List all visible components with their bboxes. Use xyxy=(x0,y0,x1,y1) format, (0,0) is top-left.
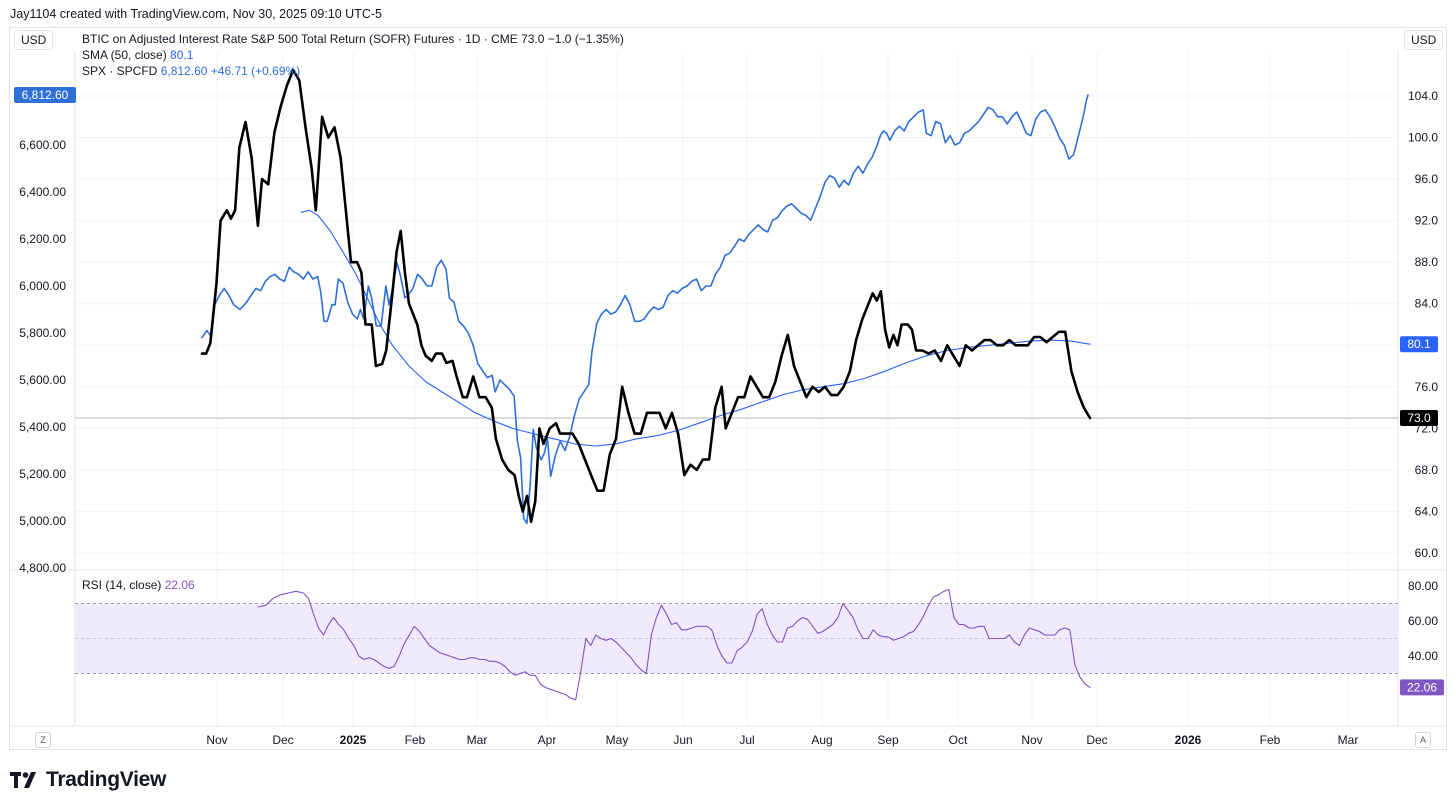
rsi-line xyxy=(257,588,1091,701)
series-lines xyxy=(75,68,1398,701)
left-axis-tick-label: 5,000.00 xyxy=(19,514,66,528)
rsi-axis-tick-label: 80.00 xyxy=(1408,579,1438,593)
attribution: Jay1104 created with TradingView.com, No… xyxy=(10,7,382,21)
btic-line xyxy=(200,68,1092,524)
left-axis-tick-label: 5,200.00 xyxy=(19,467,66,481)
rsi-band xyxy=(75,603,1398,674)
spx-last-badge xyxy=(14,87,76,104)
right-axis-tick-label: 68.0 xyxy=(1415,463,1439,477)
rsi-axis-tick-label: 60.00 xyxy=(1408,614,1438,628)
currency-left[interactable]: USD xyxy=(14,30,54,50)
sma-line xyxy=(300,209,1091,447)
right-axis-tick-label: 96.0 xyxy=(1415,172,1439,186)
left-axis-tick-label: 5,800.00 xyxy=(19,326,66,340)
tradingview-logo[interactable]: TradingView xyxy=(10,768,166,792)
chart-frame xyxy=(9,27,1447,750)
legend-main-last: 73.0 xyxy=(521,32,545,46)
left-axis-tick-label: 6,200.00 xyxy=(19,232,66,246)
x-tick-label: 2025 xyxy=(340,733,367,747)
left-axis-tick-label: 6,600.00 xyxy=(19,138,66,152)
legend-spx-value: 6,812.60 xyxy=(160,64,208,78)
sma-last-badge-label: 80.1 xyxy=(1407,337,1431,351)
currency-right[interactable]: USD xyxy=(1404,30,1444,50)
auto-scale-button[interactable]: A xyxy=(1415,732,1431,748)
x-tick-label: Oct xyxy=(949,733,968,747)
left-axis-tick-label: 6,400.00 xyxy=(19,185,66,199)
legend-spx-label: SPX · SPCFD xyxy=(82,64,158,78)
x-tick-label: Apr xyxy=(538,733,557,747)
left-axis-tick-label: 4,800.00 xyxy=(19,561,66,575)
left-axis-tick-label: 5,400.00 xyxy=(19,420,66,434)
axes: Nov Dec 2025 Feb Mar Apr May Jun Jul Aug Sep Oct Nov… xyxy=(14,87,1444,747)
x-tick-label: Jul xyxy=(739,733,754,747)
right-axis-tick-label: 76.0 xyxy=(1415,380,1439,394)
tradingview-logo-icon xyxy=(10,772,36,788)
x-tick-label: Dec xyxy=(272,733,293,747)
x-tick-label: Mar xyxy=(467,733,488,747)
x-tick-label: May xyxy=(606,733,629,747)
legend-main-title: BTIC on Adjusted Interest Rate S&P 500 T… xyxy=(82,32,518,46)
x-tick-label: Nov xyxy=(206,733,227,747)
btic-last-badge-label: 73.0 xyxy=(1407,411,1431,425)
right-axis-tick-label: 104.0 xyxy=(1408,89,1438,103)
right-axis-tick-label: 60.0 xyxy=(1415,546,1439,560)
left-axis-tick-label: 5,600.00 xyxy=(19,373,66,387)
btic-last-badge xyxy=(1400,409,1438,426)
legend-sma-value: 80.1 xyxy=(170,48,194,62)
legend-sma[interactable]: SMA (50, close) 80.1 xyxy=(82,48,193,62)
x-tick-label: Feb xyxy=(405,733,426,747)
right-axis-tick-label: 84.0 xyxy=(1415,297,1439,311)
zoom-toggle-button[interactable]: Z xyxy=(35,732,51,748)
legend-main-change: −1.0 (−1.35%) xyxy=(547,32,624,46)
right-axis-tick-label: 88.0 xyxy=(1415,255,1439,269)
rsi-last-badge xyxy=(1400,679,1444,696)
x-tick-label: Dec xyxy=(1086,733,1107,747)
rsi-last-badge-label: 22.06 xyxy=(1407,680,1437,694)
x-tick-label: Nov xyxy=(1021,733,1042,747)
spx-line xyxy=(201,94,1089,525)
legend-rsi[interactable]: RSI (14, close) 22.06 xyxy=(82,578,195,592)
x-tick-label: Aug xyxy=(811,733,832,747)
x-tick-label: Sep xyxy=(877,733,899,747)
rsi-axis-tick-label: 40.00 xyxy=(1408,649,1438,663)
x-tick-label: 2026 xyxy=(1175,733,1202,747)
right-axis-tick-label: 100.0 xyxy=(1408,131,1438,145)
x-tick-label: Feb xyxy=(1260,733,1281,747)
left-axis-tick-label: 6,000.00 xyxy=(19,279,66,293)
right-axis-tick-label: 64.0 xyxy=(1415,504,1439,518)
legend-spx[interactable]: SPX · SPCFD 6,812.60 +46.71 (+0.69%) xyxy=(82,64,300,78)
logo-text: TradingView xyxy=(46,768,167,791)
legend-main[interactable]: BTIC on Adjusted Interest Rate S&P 500 T… xyxy=(82,32,624,46)
legend-rsi-value: 22.06 xyxy=(164,578,195,592)
sma-last-badge xyxy=(1400,336,1438,353)
right-axis-tick-label: 92.0 xyxy=(1415,214,1439,228)
legend-sma-label: SMA (50, close) xyxy=(82,48,167,62)
spx-last-badge-label: 6,812.60 xyxy=(22,88,69,102)
x-tick-label: Jun xyxy=(673,733,692,747)
legend-rsi-label: RSI (14, close) xyxy=(82,578,162,592)
legend-spx-change: +46.71 (+0.69%) xyxy=(210,64,301,78)
x-tick-label: Mar xyxy=(1338,733,1359,747)
